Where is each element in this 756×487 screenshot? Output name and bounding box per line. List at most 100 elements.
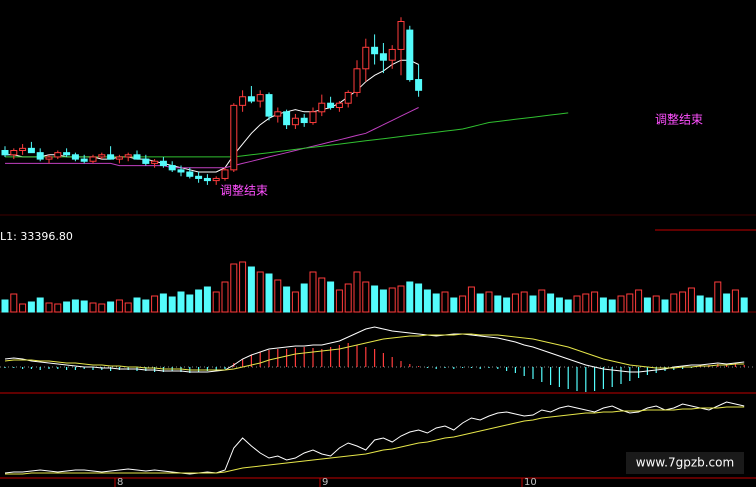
- volume-bar: [98, 303, 106, 313]
- volume-bar: [344, 283, 352, 313]
- volume-bar: [670, 293, 678, 313]
- volume-bar: [661, 299, 669, 313]
- volume-bar: [212, 291, 220, 313]
- candle-body: [54, 152, 62, 158]
- x-tick-label: 10: [524, 477, 537, 487]
- volume-bar: [467, 286, 475, 313]
- volume-bar: [538, 289, 546, 313]
- annotation: 调整结束: [220, 183, 268, 198]
- volume-bar: [406, 281, 414, 313]
- candle-body: [318, 102, 326, 113]
- volume-bar: [564, 299, 572, 313]
- volume-bar: [80, 300, 88, 313]
- candle-body: [203, 177, 211, 182]
- candle-body: [388, 48, 396, 61]
- volume-bar: [195, 289, 203, 313]
- volume-bar: [388, 287, 396, 313]
- line: [5, 107, 419, 169]
- volume-bar: [1, 299, 9, 313]
- indicator-label: L1: 33396.80: [0, 230, 73, 243]
- volume-bar: [309, 271, 317, 313]
- candle-body: [1, 150, 9, 156]
- volume-bar: [511, 293, 519, 313]
- volume-bar: [63, 301, 71, 313]
- volume-bar: [432, 293, 440, 313]
- volume-bar: [626, 293, 634, 313]
- candle-body: [300, 117, 308, 124]
- volume-bar: [652, 295, 660, 313]
- candle-body: [397, 21, 405, 50]
- volume-bar: [714, 281, 722, 313]
- volume-bar: [327, 281, 335, 313]
- candle-body: [415, 79, 423, 91]
- candle-body: [371, 46, 379, 55]
- line: [5, 406, 745, 475]
- volume-bar: [687, 287, 695, 313]
- volume-bar: [203, 286, 211, 313]
- volume-bar: [124, 302, 132, 313]
- volume-bar: [679, 291, 687, 313]
- line: [4, 333, 745, 371]
- volume-bar: [591, 291, 599, 313]
- volume-bar: [168, 296, 176, 313]
- volume-bar: [485, 291, 493, 313]
- volume-bar: [239, 261, 247, 313]
- volume-bar: [142, 299, 150, 313]
- volume-bar: [27, 301, 35, 313]
- volume-bar: [547, 293, 555, 313]
- candle-body: [256, 94, 264, 102]
- volume-bar: [335, 289, 343, 313]
- candle-body: [309, 111, 317, 124]
- candle-body: [265, 94, 273, 117]
- candle-body: [247, 96, 255, 102]
- candle-body: [344, 91, 352, 104]
- candle-body: [10, 150, 18, 156]
- volume-bar: [177, 291, 185, 313]
- volume-bar: [256, 271, 264, 313]
- candle-body: [291, 117, 299, 126]
- volume-bar: [71, 299, 79, 313]
- candle-body: [124, 154, 132, 158]
- volume-bar: [740, 297, 748, 313]
- volume-bar: [159, 293, 167, 313]
- volume-bar: [291, 291, 299, 313]
- candle-body: [335, 102, 343, 108]
- candle-body: [195, 175, 203, 179]
- candle-body: [151, 160, 159, 164]
- candle-body: [27, 147, 35, 154]
- volume-bar: [19, 303, 27, 313]
- candle-body: [362, 46, 370, 70]
- candle-body: [353, 68, 361, 93]
- volume-bar: [283, 286, 291, 313]
- volume-bar: [450, 297, 458, 313]
- volume-bar: [379, 289, 387, 313]
- volume-bar: [582, 293, 590, 313]
- volume-bar: [36, 297, 44, 313]
- volume-bar: [353, 271, 361, 313]
- candle-body: [36, 152, 44, 160]
- candle-body: [168, 165, 176, 171]
- volume-bar: [503, 297, 511, 313]
- volume-bar: [133, 297, 141, 313]
- volume-bar: [10, 293, 18, 313]
- candle-body: [80, 158, 88, 162]
- volume-bar: [265, 273, 273, 313]
- candle-body: [71, 154, 79, 160]
- volume-bar: [696, 295, 704, 313]
- volume-bar: [115, 299, 123, 313]
- volume-bar: [423, 289, 431, 313]
- candle-body: [239, 96, 247, 106]
- volume-bar: [705, 297, 713, 313]
- volume-bar: [441, 291, 449, 313]
- candle-body: [19, 147, 27, 152]
- annotation: 调整结束: [655, 112, 703, 127]
- watermark-box: [626, 452, 744, 474]
- candle-body: [98, 154, 106, 158]
- candle-body: [63, 152, 71, 156]
- line: [4, 401, 745, 475]
- volume-bar: [617, 295, 625, 313]
- x-tick-label: 8: [117, 477, 123, 487]
- candle-body: [327, 102, 335, 108]
- volume-bar: [221, 281, 229, 313]
- volume-bar: [397, 285, 405, 313]
